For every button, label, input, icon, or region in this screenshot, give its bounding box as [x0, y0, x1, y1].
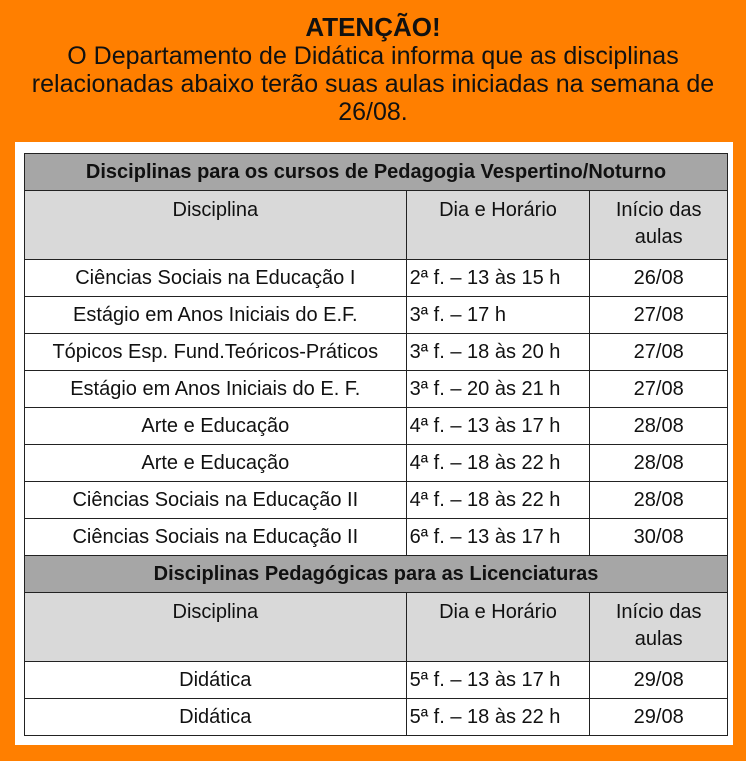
- schedule-cell: 3ª f. – 18 às 20 h: [405, 333, 591, 371]
- table-row: Ciências Sociais na Educação II 6ª f. – 1…: [24, 518, 728, 556]
- schedule-cell: 3ª f. – 17 h: [405, 296, 591, 334]
- table-row: Ciências Sociais na Educação I 2ª f. – 13…: [24, 259, 728, 297]
- column-header: Dia e Horário: [405, 592, 591, 662]
- start-date-cell: 26/08: [589, 259, 728, 297]
- discipline-cell: Didática: [24, 661, 407, 699]
- schedule-panel: Disciplinas para os cursos de Pedagogia …: [15, 142, 733, 745]
- discipline-cell: Arte e Educação: [24, 407, 407, 445]
- discipline-cell: Tópicos Esp. Fund.Teóricos-Práticos: [24, 333, 407, 371]
- discipline-cell: Ciências Sociais na Educação I: [24, 259, 407, 297]
- schedule-cell: 2ª f. – 13 às 15 h: [405, 259, 591, 297]
- start-date-cell: 27/08: [589, 370, 728, 408]
- schedule-table: Disciplinas para os cursos de Pedagogia …: [24, 153, 728, 736]
- start-date-cell: 27/08: [589, 333, 728, 371]
- table-row: Arte e Educação 4ª f. – 18 às 22 h 28/08: [24, 444, 728, 482]
- table-row: Ciências Sociais na Educação II 4ª f. – 1…: [24, 481, 728, 519]
- discipline-cell: Ciências Sociais na Educação II: [24, 518, 407, 556]
- column-header: Dia e Horário: [405, 190, 591, 260]
- notice-title: ATENÇÃO!: [305, 12, 441, 42]
- schedule-cell: 3ª f. – 20 às 21 h: [405, 370, 591, 408]
- discipline-cell: Estágio em Anos Iniciais do E. F.: [24, 370, 407, 408]
- start-date-cell: 30/08: [589, 518, 728, 556]
- schedule-cell: 5ª f. – 18 às 22 h: [405, 698, 591, 736]
- table-row: Didática 5ª f. – 13 às 17 h 29/08: [24, 661, 728, 699]
- start-date-cell: 27/08: [589, 296, 728, 334]
- schedule-cell: 6ª f. – 13 às 17 h: [405, 518, 591, 556]
- column-header: Início das aulas: [589, 190, 728, 260]
- discipline-cell: Arte e Educação: [24, 444, 407, 482]
- schedule-cell: 4ª f. – 18 às 22 h: [405, 481, 591, 519]
- section-title: Disciplinas Pedagógicas para as Licencia…: [24, 555, 728, 593]
- discipline-cell: Ciências Sociais na Educação II: [24, 481, 407, 519]
- section-title: Disciplinas para os cursos de Pedagogia …: [24, 153, 728, 191]
- table-row: Tópicos Esp. Fund.Teóricos-Práticos 3ª f.…: [24, 333, 728, 371]
- discipline-cell: Estágio em Anos Iniciais do E.F.: [24, 296, 407, 334]
- notice-text: O Departamento de Didática informa que a…: [31, 42, 715, 126]
- discipline-cell: Didática: [24, 698, 407, 736]
- table-row: Estágio em Anos Iniciais do E.F. 3ª f. – …: [24, 296, 728, 334]
- start-date-cell: 29/08: [589, 661, 728, 699]
- start-date-cell: 29/08: [589, 698, 728, 736]
- column-header: Disciplina: [24, 190, 407, 260]
- column-header: Início das aulas: [589, 592, 728, 662]
- start-date-cell: 28/08: [589, 444, 728, 482]
- notice: ATENÇÃO! O Departamento de Didática info…: [0, 12, 746, 126]
- schedule-cell: 4ª f. – 18 às 22 h: [405, 444, 591, 482]
- column-header: Disciplina: [24, 592, 407, 662]
- table-row: Didática 5ª f. – 18 às 22 h 29/08: [24, 698, 728, 736]
- table-row: Arte e Educação 4ª f. – 13 às 17 h 28/08: [24, 407, 728, 445]
- start-date-cell: 28/08: [589, 481, 728, 519]
- schedule-cell: 5ª f. – 13 às 17 h: [405, 661, 591, 699]
- start-date-cell: 28/08: [589, 407, 728, 445]
- schedule-cell: 4ª f. – 13 às 17 h: [405, 407, 591, 445]
- table-row: Estágio em Anos Iniciais do E. F. 3ª f. –…: [24, 370, 728, 408]
